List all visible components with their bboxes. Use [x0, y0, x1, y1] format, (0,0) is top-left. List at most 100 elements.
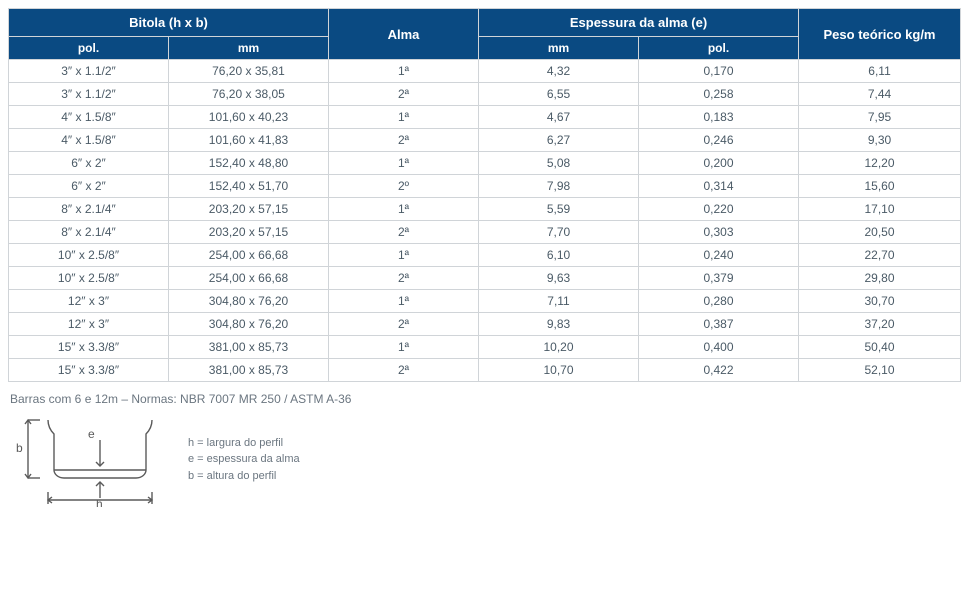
cell-alma: 2ª [329, 267, 479, 290]
spec-tbody: 3″ x 1.1/2″76,20 x 35,811ª4,320,1706,113… [9, 60, 961, 382]
cell-e_mm: 10,70 [479, 359, 639, 382]
cell-mm: 381,00 x 85,73 [169, 336, 329, 359]
cell-peso: 9,30 [799, 129, 961, 152]
cell-e_mm: 5,08 [479, 152, 639, 175]
table-row: 10″ x 2.5/8″254,00 x 66,682ª9,630,37929,… [9, 267, 961, 290]
cell-e_mm: 9,83 [479, 313, 639, 336]
table-row: 4″ x 1.5/8″101,60 x 41,832ª6,270,2469,30 [9, 129, 961, 152]
cell-peso: 22,70 [799, 244, 961, 267]
cell-pol: 4″ x 1.5/8″ [9, 129, 169, 152]
th-espessura: Espessura da alma (e) [479, 9, 799, 37]
cell-alma: 1ª [329, 290, 479, 313]
cell-alma: 2º [329, 175, 479, 198]
cell-e_mm: 7,98 [479, 175, 639, 198]
u-profile-diagram: b e h [10, 412, 170, 507]
th-pol: pol. [9, 37, 169, 60]
cell-alma: 2ª [329, 129, 479, 152]
th-mm: mm [169, 37, 329, 60]
footnote-text: Barras com 6 e 12m – Normas: NBR 7007 MR… [10, 392, 960, 406]
table-row: 15″ x 3.3/8″381,00 x 85,731ª10,200,40050… [9, 336, 961, 359]
cell-e_pol: 0,280 [639, 290, 799, 313]
cell-mm: 76,20 x 35,81 [169, 60, 329, 83]
cell-pol: 8″ x 2.1/4″ [9, 198, 169, 221]
cell-peso: 17,10 [799, 198, 961, 221]
spec-table: Bitola (h x b) Alma Espessura da alma (e… [8, 8, 961, 382]
cell-pol: 12″ x 3″ [9, 290, 169, 313]
cell-e_pol: 0,200 [639, 152, 799, 175]
cell-e_pol: 0,422 [639, 359, 799, 382]
cell-pol: 8″ x 2.1/4″ [9, 221, 169, 244]
cell-mm: 152,40 x 51,70 [169, 175, 329, 198]
th-esp-pol: pol. [639, 37, 799, 60]
cell-alma: 2ª [329, 83, 479, 106]
table-row: 3″ x 1.1/2″76,20 x 38,052ª6,550,2587,44 [9, 83, 961, 106]
cell-e_mm: 10,20 [479, 336, 639, 359]
cell-e_mm: 6,55 [479, 83, 639, 106]
cell-alma: 1ª [329, 106, 479, 129]
cell-alma: 1ª [329, 198, 479, 221]
th-alma: Alma [329, 9, 479, 60]
cell-mm: 381,00 x 85,73 [169, 359, 329, 382]
cell-alma: 1ª [329, 152, 479, 175]
table-row: 8″ x 2.1/4″203,20 x 57,152ª7,700,30320,5… [9, 221, 961, 244]
cell-e_pol: 0,220 [639, 198, 799, 221]
table-row: 10″ x 2.5/8″254,00 x 66,681ª6,100,24022,… [9, 244, 961, 267]
cell-pol: 3″ x 1.1/2″ [9, 60, 169, 83]
cell-peso: 15,60 [799, 175, 961, 198]
cell-peso: 30,70 [799, 290, 961, 313]
cell-pol: 15″ x 3.3/8″ [9, 336, 169, 359]
diagram-row: b e h h = largura do perfil e = espessur… [10, 412, 960, 507]
legend-b: b = altura do perfil [188, 468, 300, 485]
table-row: 12″ x 3″304,80 x 76,202ª9,830,38737,20 [9, 313, 961, 336]
cell-e_mm: 6,10 [479, 244, 639, 267]
cell-mm: 254,00 x 66,68 [169, 267, 329, 290]
cell-pol: 6″ x 2″ [9, 175, 169, 198]
diagram-legend: h = largura do perfil e = espessura da a… [188, 435, 300, 485]
cell-e_pol: 0,400 [639, 336, 799, 359]
cell-mm: 254,00 x 66,68 [169, 244, 329, 267]
th-peso: Peso teórico kg/m [799, 9, 961, 60]
table-row: 6″ x 2″152,40 x 51,702º7,980,31415,60 [9, 175, 961, 198]
cell-pol: 4″ x 1.5/8″ [9, 106, 169, 129]
diagram-label-b: b [16, 441, 23, 455]
cell-peso: 29,80 [799, 267, 961, 290]
cell-pol: 10″ x 2.5/8″ [9, 267, 169, 290]
cell-mm: 203,20 x 57,15 [169, 221, 329, 244]
table-row: 12″ x 3″304,80 x 76,201ª7,110,28030,70 [9, 290, 961, 313]
cell-peso: 37,20 [799, 313, 961, 336]
cell-alma: 1ª [329, 244, 479, 267]
cell-e_pol: 0,246 [639, 129, 799, 152]
cell-e_mm: 7,11 [479, 290, 639, 313]
cell-peso: 6,11 [799, 60, 961, 83]
cell-pol: 12″ x 3″ [9, 313, 169, 336]
legend-e: e = espessura da alma [188, 451, 300, 468]
cell-e_pol: 0,258 [639, 83, 799, 106]
cell-e_mm: 5,59 [479, 198, 639, 221]
cell-peso: 50,40 [799, 336, 961, 359]
diagram-label-e: e [88, 427, 95, 441]
cell-e_pol: 0,183 [639, 106, 799, 129]
cell-mm: 101,60 x 40,23 [169, 106, 329, 129]
cell-mm: 203,20 x 57,15 [169, 198, 329, 221]
cell-peso: 12,20 [799, 152, 961, 175]
cell-mm: 101,60 x 41,83 [169, 129, 329, 152]
cell-e_mm: 6,27 [479, 129, 639, 152]
cell-peso: 52,10 [799, 359, 961, 382]
legend-h: h = largura do perfil [188, 435, 300, 452]
table-row: 4″ x 1.5/8″101,60 x 40,231ª4,670,1837,95 [9, 106, 961, 129]
cell-e_pol: 0,314 [639, 175, 799, 198]
table-row: 8″ x 2.1/4″203,20 x 57,151ª5,590,22017,1… [9, 198, 961, 221]
cell-peso: 20,50 [799, 221, 961, 244]
th-bitola: Bitola (h x b) [9, 9, 329, 37]
cell-alma: 2ª [329, 221, 479, 244]
cell-e_mm: 4,67 [479, 106, 639, 129]
cell-e_pol: 0,240 [639, 244, 799, 267]
cell-pol: 15″ x 3.3/8″ [9, 359, 169, 382]
cell-e_pol: 0,387 [639, 313, 799, 336]
cell-pol: 3″ x 1.1/2″ [9, 83, 169, 106]
cell-mm: 76,20 x 38,05 [169, 83, 329, 106]
cell-e_pol: 0,303 [639, 221, 799, 244]
cell-alma: 1ª [329, 336, 479, 359]
cell-mm: 304,80 x 76,20 [169, 313, 329, 336]
cell-mm: 304,80 x 76,20 [169, 290, 329, 313]
